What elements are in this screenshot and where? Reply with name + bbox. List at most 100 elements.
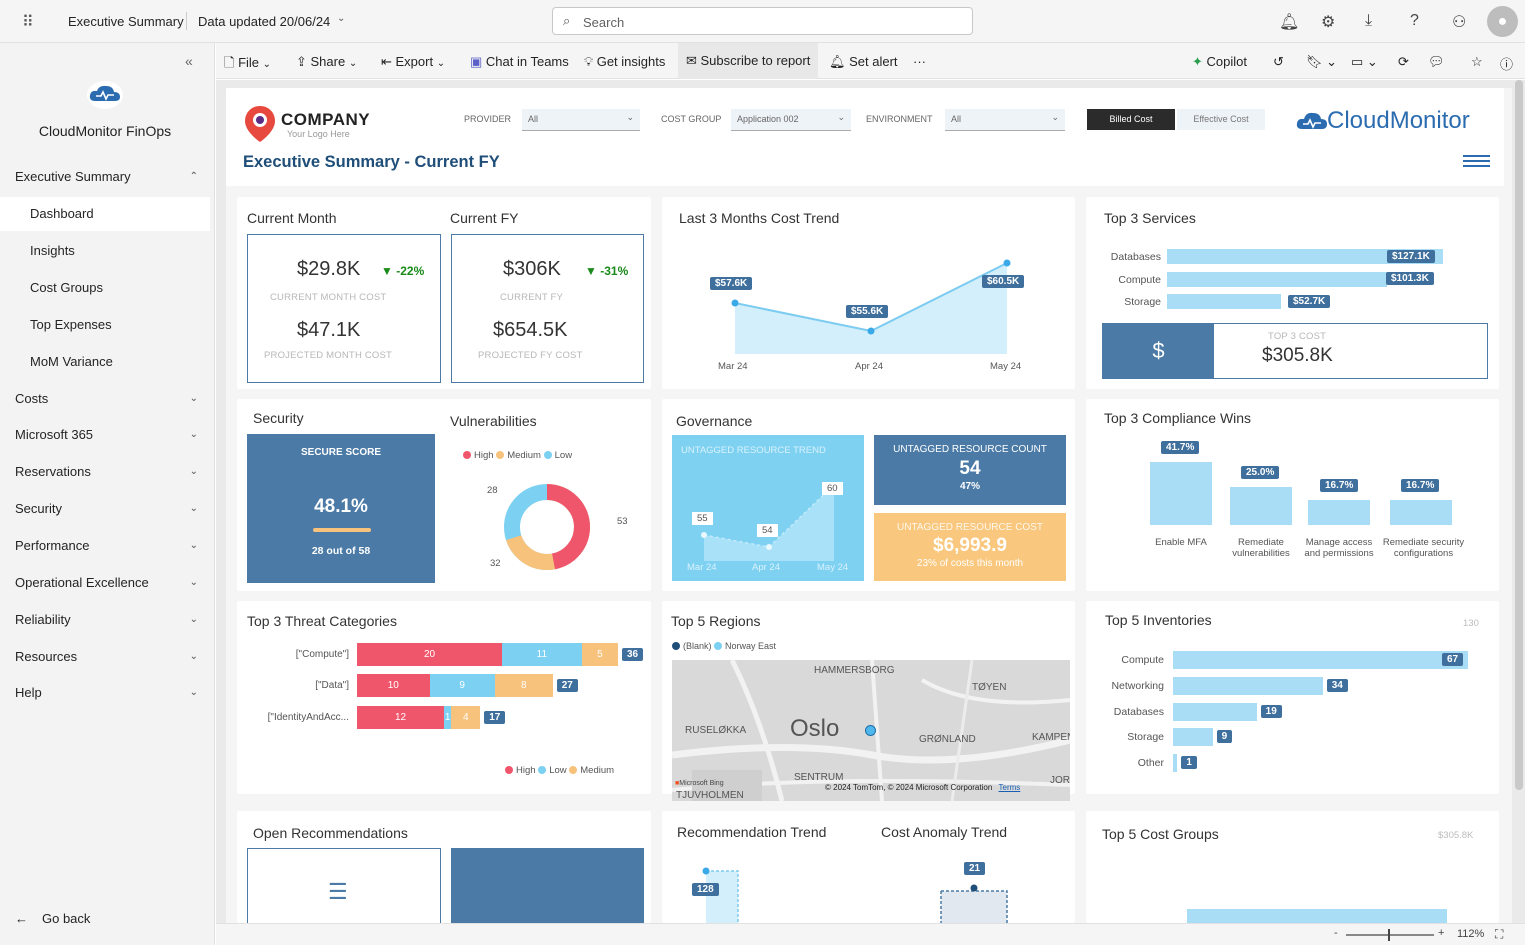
divider [186,12,187,30]
chevron-down-icon[interactable]: ⌄ [337,13,346,24]
cost-trend-chart [731,259,1011,354]
cloudmonitor-logo-icon [87,81,123,109]
app-launcher-icon[interactable]: ⠿ [22,14,34,31]
region-marker[interactable] [865,725,876,736]
feedback-icon[interactable]: ⚇ [1452,14,1467,31]
download-icon[interactable]: ⤓ [1365,12,1373,29]
service-bar [1167,249,1443,264]
copilot-button[interactable]: ✦ Copilot [1192,54,1247,70]
sidebar-item-label: Operational Excellence [15,575,149,590]
gear-icon[interactable]: ⚙ [1321,14,1336,31]
sidebar-item-resources[interactable]: Resources ⌄ [0,640,210,674]
brand-name: CloudMonitor [1327,107,1470,134]
export-label: Export [395,54,434,69]
sidebar-item-microsoft-365[interactable]: Microsoft 365 ⌄ [0,418,210,452]
help-icon[interactable]: ? [1410,12,1419,29]
open-recommendations-panel: Open Recommendations ☰ [237,811,651,923]
service-label: Databases [1110,251,1161,263]
sidebar-item-dashboard[interactable]: Dashboard [0,197,210,231]
favorite-icon[interactable]: ☆ [1471,54,1483,69]
subscribe-button[interactable]: ✉ Subscribe to report [678,43,819,79]
legend-norway-east: Norway East [725,641,777,651]
inventory-value: 19 [1260,705,1282,718]
sidebar-item-help[interactable]: Help ⌄ [0,676,210,710]
zoom-handle[interactable] [1388,929,1390,941]
cost-group-filter[interactable]: Application 002 ⌄ [731,109,851,131]
bookmark-icon[interactable]: 🔖︎ ⌄ [1306,54,1338,69]
reset-icon[interactable]: ↺ [1273,54,1284,69]
legend-medium: Medium [580,765,615,776]
sidebar-item-costs[interactable]: Costs ⌄ [0,382,210,416]
company-logo-icon [245,106,275,142]
avatar[interactable]: ● [1487,6,1518,37]
sidebar-item-operational-excellence[interactable]: Operational Excellence ⌄ [0,566,210,600]
zoom-in-icon[interactable]: + [1438,927,1445,939]
inventories-panel: Top 5 Inventories 130 Compute 67 Networkin… [1086,601,1499,794]
notifications-icon[interactable]: 🔔︎ [1279,14,1300,31]
chat-in-teams-button[interactable]: ▣ Chat in Teams [470,54,569,70]
inventory-value: 67 [1442,653,1464,666]
vulnerabilities-legend: High Medium Low [463,450,572,461]
company-name: COMPANY [281,110,371,129]
map-label: TJUVHOLMEN [676,790,744,801]
comment-icon[interactable]: 💬︎ [1428,54,1445,69]
current-month-change: ▼ -22% [381,264,424,278]
billed-cost-toggle[interactable]: Billed Cost [1087,109,1175,130]
sidebar-item-reliability[interactable]: Reliability ⌄ [0,603,210,637]
threat-bar-low: 1 [444,706,452,729]
more-options-button[interactable]: ··· [913,54,926,69]
search-input[interactable]: ⌕ Search [552,7,973,35]
trend-label: $55.6K [846,305,889,318]
collapse-icon[interactable]: « [185,53,193,69]
file-menu[interactable]: 🗋︎ File ⌄ [224,54,271,76]
go-back-button[interactable]: ← Go back [15,911,90,926]
environment-filter[interactable]: All ⌄ [945,109,1065,131]
current-fy-change: ▼ -31% [585,264,628,278]
projected-month-value: $47.1K [297,319,361,341]
sidebar-item-performance[interactable]: Performance ⌄ [0,529,210,563]
untagged-count-title: UNTAGGED RESOURCE COUNT [893,444,1047,455]
sidebar-item-insights[interactable]: Insights [0,234,210,268]
map-label: JORI [1050,775,1070,786]
sidebar-item-mom-variance[interactable]: MoM Variance [0,345,210,379]
threat-bar-high: 10 [357,674,430,697]
provider-filter[interactable]: All ⌄ [522,109,640,131]
fit-page-icon[interactable]: ⛶ [1495,927,1504,941]
sidebar-item-top-expenses[interactable]: Top Expenses [0,308,210,342]
sidebar-item-security[interactable]: Security ⌄ [0,492,210,526]
sidebar-item-reservations[interactable]: Reservations ⌄ [0,455,210,489]
chevron-down-icon: ⌄ [837,112,845,122]
hamburger-icon[interactable] [1463,155,1490,167]
set-alert-button[interactable]: 🔔︎ Set alert [829,54,898,70]
effective-cost-toggle[interactable]: Effective Cost [1177,109,1265,130]
view-icon[interactable]: ▭ ⌄ [1351,54,1378,69]
export-menu[interactable]: ⇤ Export ⌄ [381,54,445,70]
info-icon[interactable]: ⓘ [1500,57,1514,72]
bing-label: Microsoft Bing [679,780,724,787]
cost-group-bar [1187,909,1447,923]
inventory-bar [1173,703,1257,721]
compliance-bar [1150,462,1212,525]
zoom-slider[interactable] [1346,934,1434,936]
chevron-down-icon: ⌄ [189,393,198,404]
share-menu[interactable]: ⇪ Share ⌄ [296,54,357,70]
scrollbar[interactable] [1515,80,1523,790]
trend-area [735,263,1007,354]
sidebar-item-cost-groups[interactable]: Cost Groups [0,271,210,305]
zoom-out-icon[interactable]: - [1334,927,1338,939]
chat-label: Chat in Teams [485,54,569,69]
service-label: Compute [1118,274,1161,286]
medium-count: 32 [490,558,501,569]
inventory-label: Storage [1127,731,1164,743]
refresh-icon[interactable]: ⟳ [1398,54,1409,69]
get-insights-button[interactable]: 💡︎ Get insights [584,54,665,70]
terms-link[interactable]: Terms [998,783,1021,792]
anomaly-value: 21 [964,862,986,875]
map-label: GRØNLAND [919,734,976,745]
cost-groups-max: $305.8K [1438,830,1474,841]
report-name[interactable]: Executive Summary [68,14,184,29]
data-updated-dropdown[interactable]: Data updated 20/06/24 [198,14,331,29]
chevron-down-icon: ⌄ [1051,112,1059,122]
sidebar-item-executive-summary[interactable]: Executive Summary ⌃ [0,160,210,194]
region-map[interactable]: HAMMERSBORG TØYEN RUSELØKKA Oslo GRØNLAN… [672,660,1070,801]
